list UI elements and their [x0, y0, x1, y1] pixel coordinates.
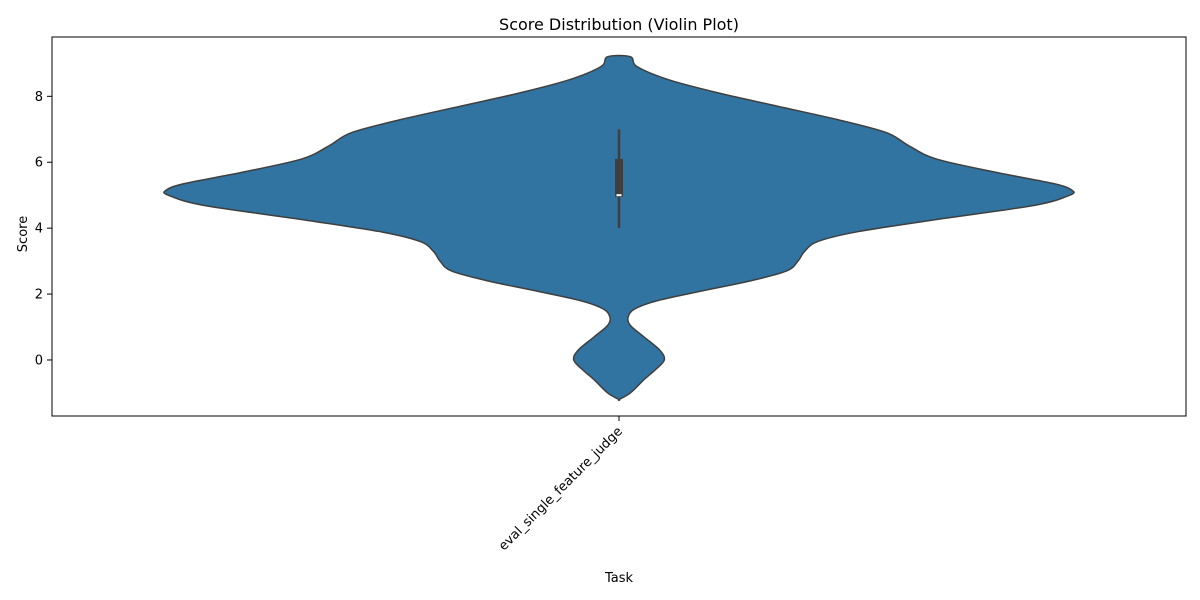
x-tick-label: eval_single_feature_judge	[496, 424, 626, 554]
chart-title: Score Distribution (Violin Plot)	[499, 15, 739, 34]
box-iqr	[615, 158, 623, 197]
x-axis-label: Task	[604, 571, 634, 586]
x-axis: eval_single_feature_judge	[496, 416, 626, 554]
y-axis: 0 2 4 6 8	[35, 90, 52, 368]
plot-area	[163, 54, 1075, 402]
y-tick-label: 0	[35, 353, 43, 368]
y-tick-label: 8	[35, 90, 43, 105]
y-tick-label: 2	[35, 288, 43, 303]
y-axis-label: Score	[16, 216, 31, 252]
y-tick-label: 6	[35, 156, 43, 171]
y-tick-label: 4	[35, 222, 43, 237]
